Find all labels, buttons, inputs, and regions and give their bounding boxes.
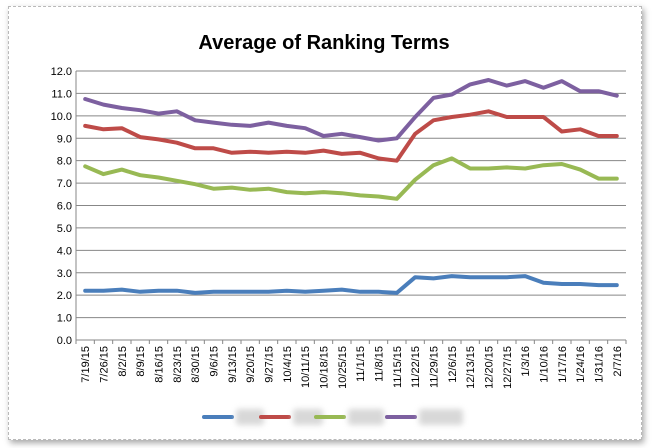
x-tick-label: 10/4/15 bbox=[282, 346, 294, 383]
x-tick-label: 10/18/15 bbox=[319, 346, 331, 389]
chart-frame: Average of Ranking Terms 7/19/15 7/26/15 8… bbox=[8, 6, 642, 440]
x-tick-label: 12/27/15 bbox=[502, 346, 514, 389]
x-tick-label: 1/10/16 bbox=[539, 346, 551, 383]
y-tick-label: 6.0 bbox=[57, 201, 72, 213]
y-tick-label: 4.0 bbox=[57, 245, 72, 257]
y-tick-label: 2.0 bbox=[57, 290, 72, 302]
y-tick-label: 1.0 bbox=[57, 313, 72, 325]
x-tick-label: 11/22/15 bbox=[410, 346, 422, 388]
x-tick-label: 10/11/15 bbox=[300, 346, 312, 388]
x-tick-label: 11/15/15 bbox=[392, 346, 404, 388]
x-tick-label: 8/23/15 bbox=[172, 346, 184, 383]
x-tick-label: 8/16/15 bbox=[154, 346, 166, 383]
x-tick-label: 9/20/15 bbox=[245, 346, 257, 383]
y-tick-label: 0.0 bbox=[57, 335, 72, 347]
legend-label-obscured-4 bbox=[419, 409, 463, 425]
series-line-1 bbox=[83, 274, 619, 295]
x-tick-label: 9/13/15 bbox=[227, 346, 239, 383]
x-tick-label: 9/27/15 bbox=[264, 346, 276, 383]
y-tick-label: 11.0 bbox=[51, 88, 72, 100]
line-chart: Average of Ranking Terms 7/19/15 7/26/15 8… bbox=[51, 32, 627, 425]
y-tick-label: 7.0 bbox=[57, 178, 72, 190]
y-tick-label: 5.0 bbox=[57, 223, 72, 235]
x-tick-label: 2/7/16 bbox=[612, 346, 624, 377]
x-tick-label: 1/17/16 bbox=[557, 346, 569, 383]
x-tick-label: 7/19/15 bbox=[80, 346, 92, 383]
x-tick-label: 11/1/15 bbox=[355, 346, 367, 382]
x-tick-label: 9/6/15 bbox=[209, 346, 221, 377]
x-tick-label: 1/31/16 bbox=[594, 346, 606, 383]
x-tick-label: 1/3/16 bbox=[520, 346, 532, 377]
legend-label-obscured-3 bbox=[348, 409, 384, 425]
x-tick-label: 12/20/15 bbox=[484, 346, 496, 389]
chart-title: Average of Ranking Terms bbox=[198, 32, 449, 54]
x-tick-label: 11/8/15 bbox=[374, 346, 386, 382]
series-line-2 bbox=[83, 109, 619, 163]
x-tick-label: 12/6/15 bbox=[447, 346, 459, 383]
y-tick-label: 3.0 bbox=[57, 268, 72, 280]
x-tick-label: 12/13/15 bbox=[465, 346, 477, 389]
series-line-4 bbox=[83, 78, 619, 143]
x-tick-label: 8/9/15 bbox=[135, 346, 147, 377]
x-tick-label: 11/29/15 bbox=[429, 346, 441, 388]
x-tick-label: 1/24/16 bbox=[575, 346, 587, 383]
legend-label-obscured-1 bbox=[236, 409, 264, 425]
legend-label-obscured-2 bbox=[293, 409, 323, 425]
x-tick-label: 8/2/15 bbox=[117, 346, 129, 377]
x-tick-label: 8/30/15 bbox=[190, 346, 202, 383]
y-tick-label: 10.0 bbox=[51, 111, 72, 123]
y-tick-label: 9.0 bbox=[57, 133, 72, 145]
x-tick-label: 7/26/15 bbox=[99, 346, 111, 383]
x-tick-label: 10/25/15 bbox=[337, 346, 349, 389]
y-tick-label: 8.0 bbox=[57, 156, 72, 168]
series-line-3 bbox=[83, 156, 619, 201]
y-tick-label: 12.0 bbox=[51, 66, 72, 78]
